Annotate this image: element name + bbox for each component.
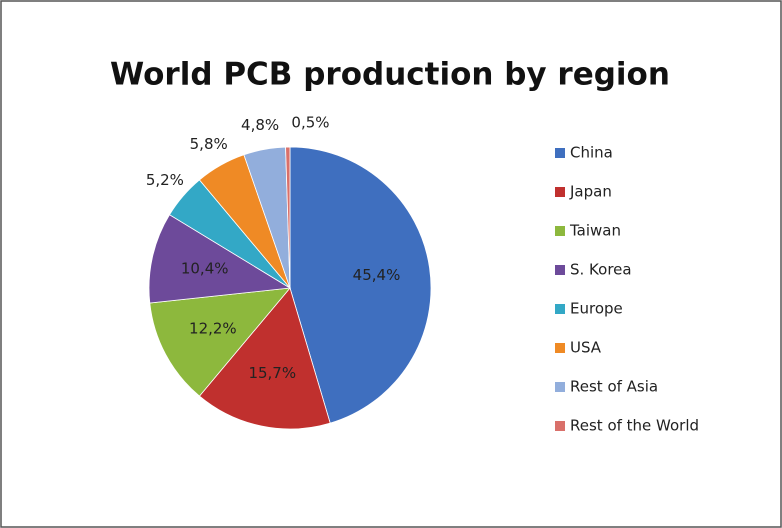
data-label: 15,7% [248,364,296,382]
legend-swatch [555,343,565,353]
pie-slice [149,287,291,397]
legend-swatch [555,148,565,158]
data-label: 5,2% [146,171,184,189]
pie-slice [148,214,292,304]
chart-title: World PCB production by region [110,57,670,93]
legend-swatch [555,265,565,275]
legend-label: China [570,144,613,162]
legend-swatch [555,421,565,431]
legend-label: Japan [569,183,612,201]
legend-label: Rest of the World [570,417,699,435]
pie-slice [198,287,331,430]
pie-slice [285,146,291,289]
data-label: 10,4% [181,259,229,277]
data-label: 0,5% [291,114,329,132]
data-label: 12,2% [189,320,237,338]
legend-swatch [555,304,565,314]
pie-slice [289,146,432,424]
legend-swatch [555,187,565,197]
data-label: 4,8% [241,116,279,134]
data-label: 5,8% [190,135,228,153]
legend-label: Rest of Asia [570,378,658,396]
legend-label: S. Korea [570,261,632,279]
legend-label: Europe [570,300,623,318]
legend-swatch [555,382,565,392]
legend-label: Taiwan [569,222,621,240]
data-label: 45,4% [353,266,401,284]
legend-label: USA [570,339,602,357]
legend-swatch [555,226,565,236]
